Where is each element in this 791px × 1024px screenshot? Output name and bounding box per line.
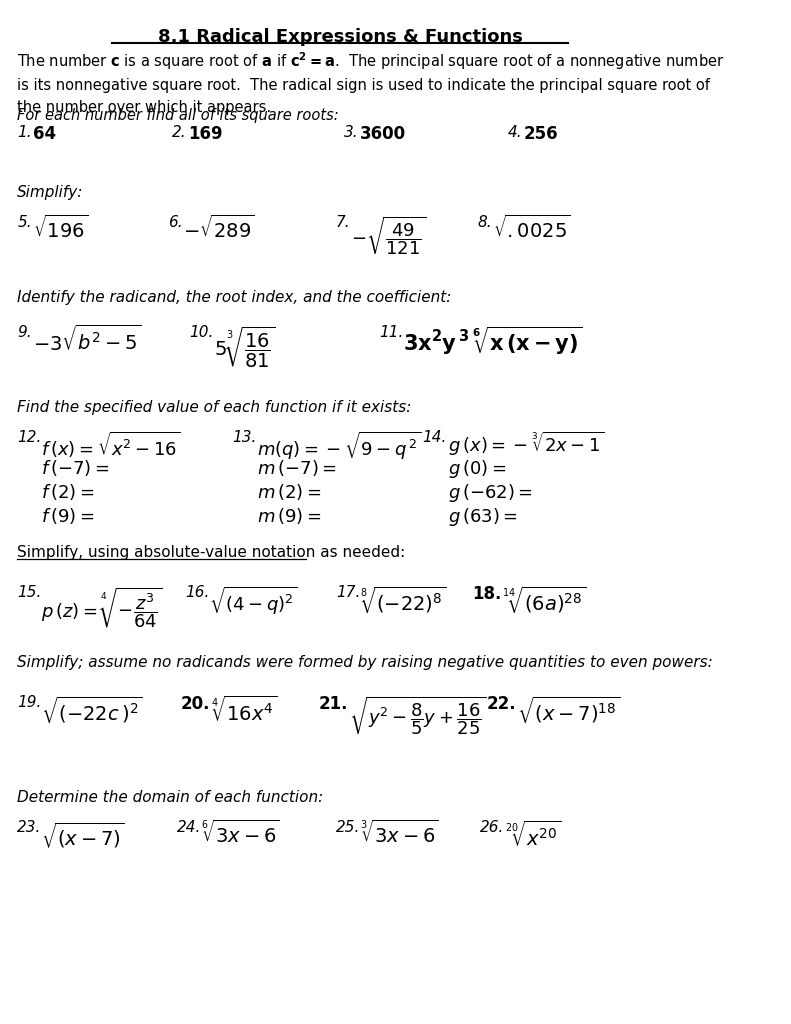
Text: $\sqrt[8]{(-22)^8}$: $\sqrt[8]{(-22)^8}$	[360, 585, 446, 615]
Text: $\sqrt[14]{(6a)^{28}}$: $\sqrt[14]{(6a)^{28}}$	[502, 585, 586, 615]
Text: $\mathbf{3x^2y^{\,3}\,\sqrt[6]{x\,(x-y)}}$: $\mathbf{3x^2y^{\,3}\,\sqrt[6]{x\,(x-y)}…	[403, 325, 582, 357]
Text: $\sqrt[3]{3x-6}$: $\sqrt[3]{3x-6}$	[360, 820, 439, 847]
Text: $m\,(2)=$: $m\,(2)=$	[256, 482, 321, 502]
Text: 3.: 3.	[344, 125, 359, 140]
Text: Find the specified value of each function if it exists:: Find the specified value of each functio…	[17, 400, 411, 415]
Text: $g\,(0)=$: $g\,(0)=$	[448, 458, 506, 480]
Text: For each number find all of its square roots:: For each number find all of its square r…	[17, 108, 339, 123]
Text: 19.: 19.	[17, 695, 42, 710]
Text: Determine the domain of each function:: Determine the domain of each function:	[17, 790, 324, 805]
Text: $g\,(x)=-\sqrt[3]{2x-1}$: $g\,(x)=-\sqrt[3]{2x-1}$	[448, 430, 604, 458]
Text: 16.: 16.	[185, 585, 210, 600]
Text: $f\,(9)=$: $f\,(9)=$	[41, 506, 95, 526]
Text: $g\,(-62)=$: $g\,(-62)=$	[448, 482, 532, 504]
Text: $m\,(-7)=$: $m\,(-7)=$	[256, 458, 336, 478]
Text: 64: 64	[32, 125, 56, 143]
Text: $\sqrt{196}$: $\sqrt{196}$	[32, 215, 89, 243]
Text: $5\sqrt[3]{\dfrac{16}{81}}$: $5\sqrt[3]{\dfrac{16}{81}}$	[214, 325, 275, 371]
Text: 8.: 8.	[478, 215, 493, 230]
Text: 15.: 15.	[17, 585, 42, 600]
Text: 2.: 2.	[172, 125, 187, 140]
Text: $-\sqrt{289}$: $-\sqrt{289}$	[184, 215, 255, 243]
Text: 11.: 11.	[379, 325, 403, 340]
Text: $f\,(-7)=$: $f\,(-7)=$	[41, 458, 110, 478]
Text: Simplify, using absolute-value notation as needed:: Simplify, using absolute-value notation …	[17, 545, 406, 560]
Text: 26.: 26.	[480, 820, 505, 835]
Text: $\sqrt[6]{3x-6}$: $\sqrt[6]{3x-6}$	[201, 820, 279, 847]
Text: $\sqrt[4]{16x^4}$: $\sqrt[4]{16x^4}$	[211, 695, 277, 725]
Text: $p\,(z)=\sqrt[4]{-\dfrac{z^3}{64}}$: $p\,(z)=\sqrt[4]{-\dfrac{z^3}{64}}$	[41, 585, 163, 630]
Text: 23.: 23.	[17, 820, 42, 835]
Text: $\sqrt[20]{x^{20}}$: $\sqrt[20]{x^{20}}$	[505, 820, 561, 850]
Text: $f\,(2)=$: $f\,(2)=$	[41, 482, 95, 502]
Text: 13.: 13.	[233, 430, 257, 445]
Text: 6.: 6.	[168, 215, 183, 230]
Text: 256: 256	[524, 125, 558, 143]
Text: 22.: 22.	[486, 695, 516, 713]
Text: $f\,(x)=\sqrt{x^2-16}$: $f\,(x)=\sqrt{x^2-16}$	[41, 430, 181, 460]
Text: 20.: 20.	[181, 695, 210, 713]
Text: $\sqrt{(x-7)^{18}}$: $\sqrt{(x-7)^{18}}$	[517, 695, 620, 725]
Text: $\sqrt{(4-q)^2}$: $\sqrt{(4-q)^2}$	[209, 585, 298, 617]
Text: 7.: 7.	[336, 215, 350, 230]
Text: 14.: 14.	[422, 430, 446, 445]
Text: 5.: 5.	[17, 215, 32, 230]
Text: $g\,(63)=$: $g\,(63)=$	[448, 506, 517, 528]
Text: $\sqrt{(-22c\,)^2}$: $\sqrt{(-22c\,)^2}$	[41, 695, 143, 725]
Text: $-\sqrt{\dfrac{49}{121}}$: $-\sqrt{\dfrac{49}{121}}$	[351, 215, 426, 257]
Text: $m(q)=-\sqrt{9-q^{\,2}}$: $m(q)=-\sqrt{9-q^{\,2}}$	[256, 430, 421, 463]
Text: 17.: 17.	[336, 585, 360, 600]
Text: 1.: 1.	[17, 125, 32, 140]
Text: 24.: 24.	[176, 820, 201, 835]
Text: $-3\sqrt{b^2-5}$: $-3\sqrt{b^2-5}$	[32, 325, 142, 355]
Text: 9.: 9.	[17, 325, 32, 340]
Text: Identify the radicand, the root index, and the coefficient:: Identify the radicand, the root index, a…	[17, 290, 452, 305]
Text: The number $\mathbf{c}$ is a square root of $\mathbf{a}$ if $\mathbf{c^2 = a}$. : The number $\mathbf{c}$ is a square root…	[17, 50, 725, 115]
Text: $\sqrt{y^2-\dfrac{8}{5}y+\dfrac{16}{25}}$: $\sqrt{y^2-\dfrac{8}{5}y+\dfrac{16}{25}}…	[349, 695, 486, 737]
Text: 3600: 3600	[360, 125, 406, 143]
Text: 21.: 21.	[319, 695, 348, 713]
Text: 10.: 10.	[189, 325, 214, 340]
Text: 18.: 18.	[471, 585, 501, 603]
Text: 4.: 4.	[508, 125, 523, 140]
Text: 12.: 12.	[17, 430, 42, 445]
Text: $\sqrt{(x-7)}$: $\sqrt{(x-7)}$	[41, 820, 125, 850]
Text: $m\,(9)=$: $m\,(9)=$	[256, 506, 321, 526]
Text: 8.1 Radical Expressions & Functions: 8.1 Radical Expressions & Functions	[157, 28, 523, 46]
Text: 169: 169	[187, 125, 222, 143]
Text: $\sqrt{.0025}$: $\sqrt{.0025}$	[494, 215, 571, 243]
Text: 25.: 25.	[336, 820, 360, 835]
Text: Simplify; assume no radicands were formed by raising negative quantities to even: Simplify; assume no radicands were forme…	[17, 655, 713, 670]
Text: Simplify:: Simplify:	[17, 185, 84, 200]
